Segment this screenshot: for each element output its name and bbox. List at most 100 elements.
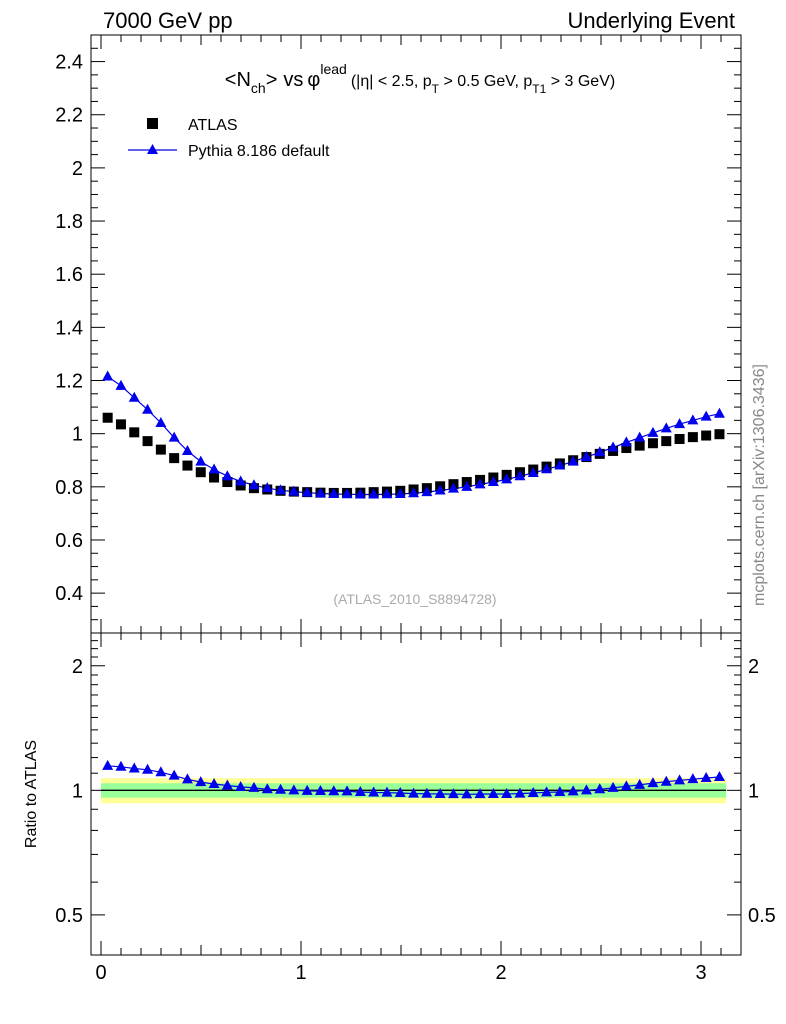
atlas-point [647,438,658,449]
pythia-point [328,487,340,498]
ratio-pythia-point [527,787,539,798]
pythia-point [713,407,725,418]
pythia-point [700,410,712,421]
pythia-point [261,482,273,493]
pythia-point [434,484,446,495]
ratio-xtick-label: 1 [295,962,306,984]
ratio-pythia-point [421,787,433,798]
pythia-point [541,463,553,474]
ratio-ticks: 0.5 0.5 1 1 2 2 0 1 2 3 [55,633,776,984]
ratio-pythia-point [554,785,566,796]
main-ytick-label: 0.6 [55,530,83,552]
pythia-point [660,422,672,433]
atlas-point [701,430,712,441]
title-cuts-mid: > 0.5 GeV, p [439,73,532,90]
atlas-point [209,472,220,483]
pythia-point [554,459,566,470]
ratio-pythia-point [261,783,273,794]
ratio-pythia-point [487,787,499,798]
pythia-point [128,391,140,402]
pythia-point [620,436,632,447]
ratio-pythia-point [208,777,220,788]
legend-pythia-label: Pythia 8.186 default [188,143,330,160]
title-vs: vs [283,69,303,91]
pythia-point [647,426,659,437]
atlas-point [687,432,698,443]
ratio-pythia-point [394,787,406,798]
main-ytick-label: 0.4 [55,583,83,605]
atlas-point [674,433,685,444]
title-pt-sub: T [432,82,440,96]
pythia-point [381,488,393,499]
pythia-point [527,467,539,478]
title-phi-sup: lead [320,61,346,77]
title-nch-close: > [266,69,278,91]
atlas-point [195,467,206,478]
pythia-point [102,370,114,381]
pythia-point [567,455,579,466]
title-pt1-sub: T1 [532,82,546,96]
pythia-point [248,479,260,490]
pythia-point [142,403,154,414]
atlas-point [621,443,632,454]
pythia-point [314,487,326,498]
ratio-pythia-point [155,766,167,777]
pythia-point [288,485,300,496]
ratio-panel: 0.5 0.5 1 1 2 2 0 1 2 3 [55,632,776,984]
pythia-point [421,486,433,497]
ratio-ylabel: Ratio to ATLAS [23,740,40,848]
ratio-pythia-point [514,787,526,798]
pythia-point [354,488,366,499]
pythia-point [181,444,193,455]
ratio-pythia-point [501,787,513,798]
ratio-pythia-point [314,785,326,796]
legend-atlas-marker [147,118,158,129]
side-label: mcplots.cern.ch [arXiv:1306.3436] [751,364,768,606]
ratio-pythia-point [687,773,699,784]
ratio-pythia-point [221,779,233,790]
pythia-point [607,441,619,452]
ratio-pythia-point [713,771,725,782]
pythia-point [155,417,167,428]
atlas-point [142,436,153,447]
ratio-pythia-point [567,785,579,796]
ratio-pythia-point [634,778,646,789]
legend-atlas-label: ATLAS [188,117,238,134]
title-phi: φ [307,69,320,91]
ratio-pythia-point [181,773,193,784]
main-ytick-label: 1.4 [55,317,83,339]
ratio-pythia-point [408,787,420,798]
pythia-point [594,446,606,457]
ratio-pythia-point [195,776,207,787]
pythia-point [341,488,353,499]
ratio-pythia-point [607,781,619,792]
ratio-pythia-point [381,786,393,797]
header-left: 7000 GeV pp [103,8,233,33]
pythia-point [461,480,473,491]
ratio-pythia-point [341,785,353,796]
pythia-point [368,488,380,499]
ratio-pythia-point [674,774,686,785]
pythia-point [501,473,513,484]
ratio-pythia-point [620,780,632,791]
legend: ATLAS Pythia 8.186 default [128,117,330,160]
main-ytick-label: 1.8 [55,211,83,233]
ratio-pythia-point [301,784,313,795]
ratio-pythia-point [288,784,300,795]
ratio-marks [102,759,725,799]
atlas-point [661,436,672,447]
pythia-point [474,478,486,489]
ratio-pythia-point [128,762,140,773]
ratio-pythia-point [541,786,553,797]
ratio-pythia-point [354,785,366,796]
main-ytick-label: 1 [72,424,83,446]
main-ytick-label: 2.4 [55,52,83,74]
pythia-point [487,476,499,487]
atlas-point [155,444,166,455]
pythia-point [447,482,459,493]
title-cuts-open: (|η| < 2.5, p [351,73,432,90]
pythia-point [514,470,526,481]
header-right: Underlying Event [567,8,735,33]
ratio-pythia-point [275,783,287,794]
analysis-watermark: (ATLAS_2010_S8894728) [333,591,496,607]
